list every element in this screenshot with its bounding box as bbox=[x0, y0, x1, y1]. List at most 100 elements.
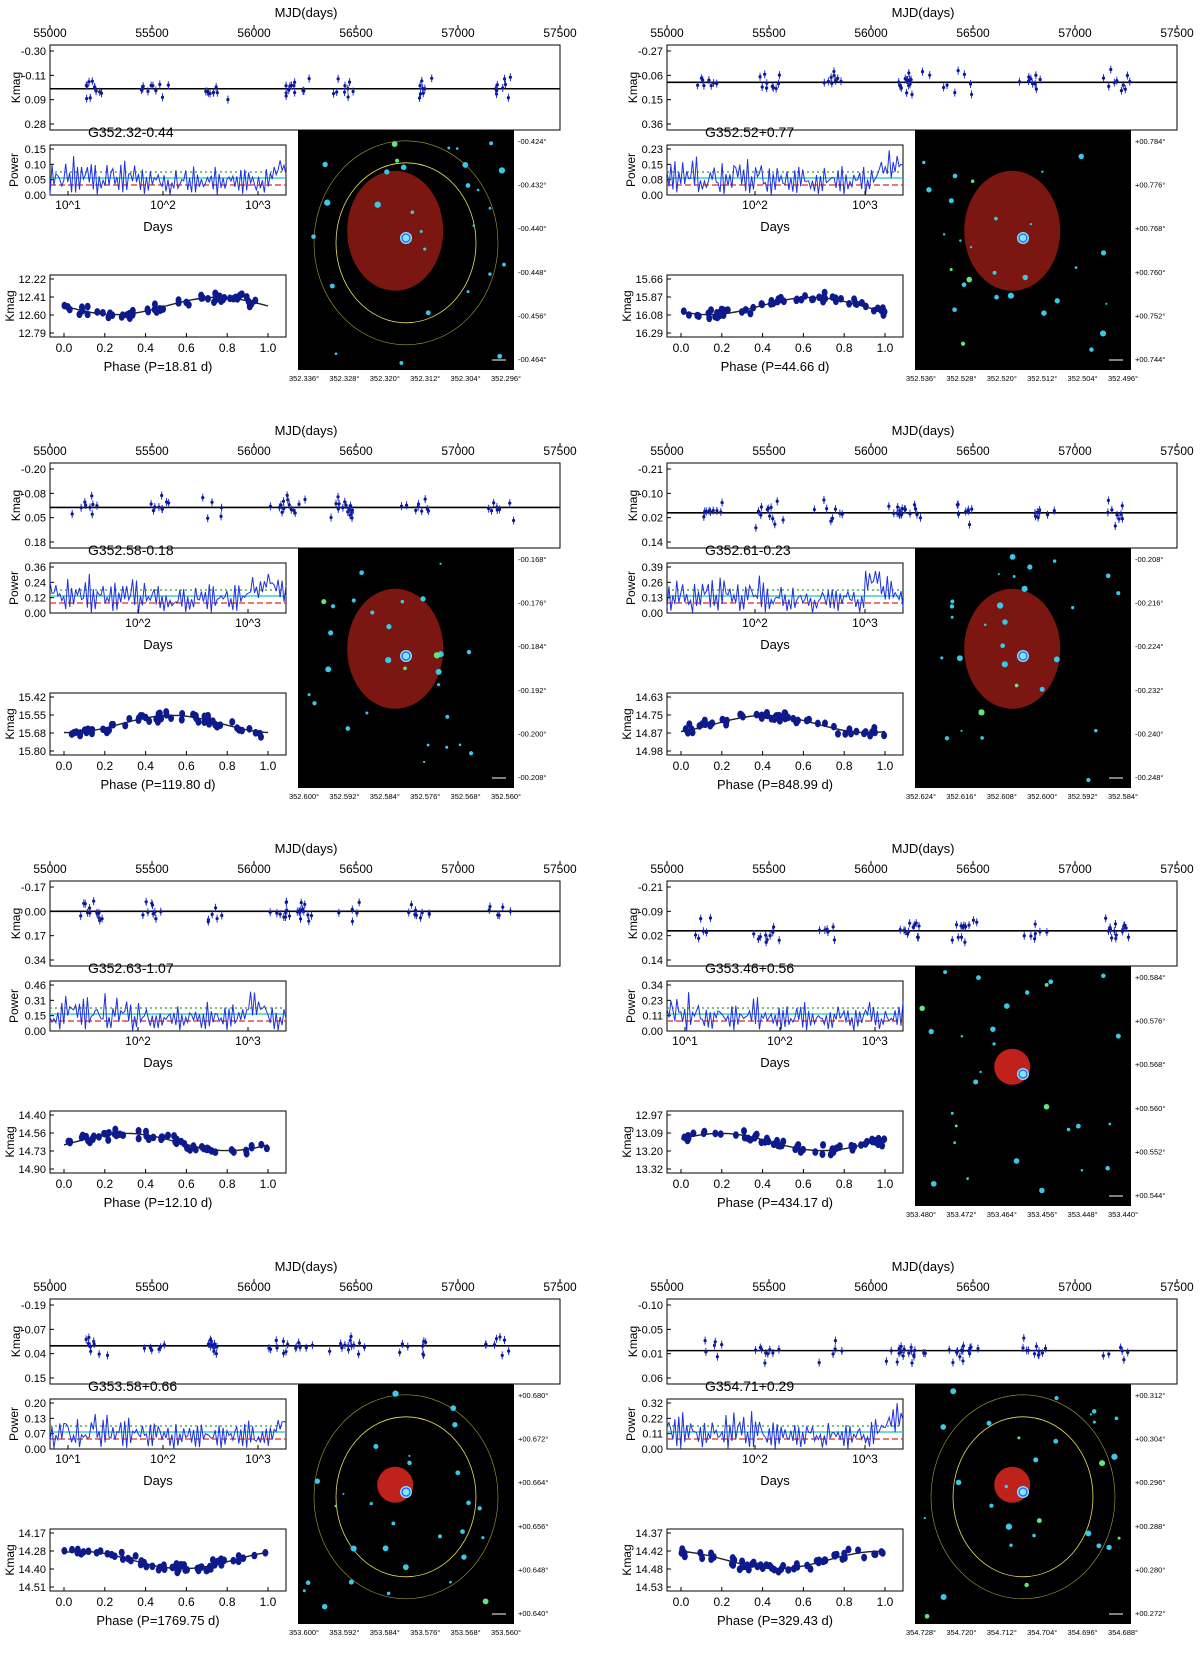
lightcurve-point bbox=[421, 91, 425, 95]
phase-tick-label: 0.4 bbox=[754, 759, 771, 773]
phase-point bbox=[702, 720, 709, 729]
phase-tick-label: 0.6 bbox=[795, 759, 812, 773]
phase-axis-label: Phase (P=12.10 d) bbox=[104, 1195, 213, 1210]
field-star bbox=[466, 1500, 471, 1506]
lightcurve-point bbox=[907, 71, 911, 75]
lightcurve-point bbox=[350, 1344, 354, 1348]
days-tick-label: 10^2 bbox=[742, 198, 768, 212]
lightcurve-point bbox=[832, 69, 836, 74]
mjd-tick-label: 56000 bbox=[237, 862, 271, 876]
power-axis-label: Power bbox=[624, 1407, 638, 1441]
phase-point bbox=[793, 295, 800, 304]
lightcurve-point bbox=[1101, 1354, 1105, 1358]
field-star bbox=[1106, 1544, 1112, 1551]
lightcurve-point bbox=[903, 929, 907, 933]
lightcurve-point bbox=[267, 1346, 271, 1350]
mjd-tick-label: 55000 bbox=[650, 862, 684, 876]
lightcurve-point bbox=[1033, 514, 1038, 518]
kmag-tick-label: 0.06 bbox=[642, 1373, 663, 1385]
lightcurve-point bbox=[298, 917, 303, 921]
lightcurve-point bbox=[1110, 936, 1114, 940]
field-star bbox=[1003, 1003, 1010, 1009]
phase-point bbox=[168, 714, 175, 722]
lightcurve-point bbox=[149, 502, 153, 506]
field-star bbox=[410, 210, 415, 214]
lightcurve-point bbox=[215, 1345, 219, 1349]
latitude-tick-label: +00.680° bbox=[518, 1391, 548, 1400]
target-marker bbox=[1018, 1069, 1028, 1079]
field-star bbox=[1043, 1103, 1050, 1110]
lightcurve-point bbox=[922, 1351, 926, 1355]
lightcurve-point bbox=[1124, 926, 1128, 930]
phase-point bbox=[812, 1148, 819, 1156]
field-star bbox=[1101, 973, 1106, 979]
phase-tick-label: 0.4 bbox=[137, 341, 154, 355]
lightcurve-point bbox=[774, 86, 778, 91]
field-star bbox=[960, 341, 966, 346]
lightcurve-point bbox=[1038, 930, 1042, 934]
phase-point bbox=[855, 1546, 862, 1555]
lightcurve-point bbox=[141, 913, 145, 917]
lightcurve-point bbox=[826, 79, 830, 84]
lightcurve-frame bbox=[49, 44, 561, 131]
field-star bbox=[924, 1614, 930, 1619]
lightcurve-point bbox=[357, 1341, 362, 1345]
power-tick-label: 0.12 bbox=[25, 593, 46, 605]
phase-point bbox=[821, 719, 828, 728]
phase-point bbox=[229, 718, 236, 726]
object-name: G352.32-0.44 bbox=[88, 124, 174, 140]
phase-point bbox=[820, 297, 827, 306]
phase-point bbox=[881, 1135, 888, 1144]
lightcurve-point bbox=[489, 509, 494, 513]
lightcurve-point bbox=[297, 909, 301, 913]
field-star bbox=[488, 272, 492, 276]
kmag-tick-label: -0.20 bbox=[21, 464, 46, 476]
latitude-tick-label: -00.224° bbox=[1135, 642, 1163, 651]
sky-image bbox=[915, 966, 1131, 1206]
field-star bbox=[370, 610, 375, 615]
power-tick-label: 0.11 bbox=[642, 1011, 663, 1023]
field-star bbox=[1033, 1457, 1039, 1463]
mjd-tick-label: 55000 bbox=[650, 1280, 684, 1294]
lightcurve-point bbox=[715, 509, 719, 513]
lightcurve-point bbox=[711, 508, 715, 513]
lightcurve-point bbox=[768, 1348, 772, 1352]
field-star bbox=[498, 167, 506, 174]
kmag-axis-label: Kmag bbox=[9, 72, 23, 103]
lightcurve-point bbox=[268, 504, 273, 508]
field-star bbox=[1005, 1523, 1013, 1530]
lightcurve-point bbox=[777, 73, 782, 77]
lightcurve-point bbox=[770, 84, 774, 89]
phase-point bbox=[820, 1141, 827, 1149]
field-star bbox=[1036, 1518, 1042, 1524]
field-star bbox=[983, 623, 987, 627]
mjd-axis-label: MJD(days) bbox=[275, 423, 338, 438]
phase-point bbox=[881, 731, 888, 740]
phase-point bbox=[759, 1564, 766, 1573]
mjd-tick-label: 57500 bbox=[543, 26, 577, 40]
lightcurve-point bbox=[418, 916, 423, 920]
field-star bbox=[321, 1603, 328, 1610]
days-axis-label: Days bbox=[143, 1055, 173, 1070]
field-star bbox=[452, 1422, 458, 1428]
field-star bbox=[342, 1492, 345, 1495]
phase-point bbox=[837, 294, 844, 303]
phase-tick-label: 0.6 bbox=[178, 341, 195, 355]
lightcurve-point bbox=[97, 1352, 101, 1356]
target-marker bbox=[401, 1487, 411, 1497]
phase-point bbox=[119, 1555, 126, 1563]
lightcurve-point bbox=[88, 911, 92, 915]
mjd-axis-label: MJD(days) bbox=[892, 841, 955, 856]
field-star bbox=[950, 1111, 954, 1115]
phase-point bbox=[764, 1137, 771, 1146]
field-star bbox=[986, 1420, 992, 1426]
longitude-tick-label: 352.600° bbox=[289, 792, 319, 801]
days-tick-label: 10^2 bbox=[742, 1452, 768, 1466]
lightcurve-point bbox=[297, 1341, 301, 1345]
field-star bbox=[465, 183, 471, 188]
phase-point bbox=[204, 294, 211, 303]
lightcurve-point bbox=[150, 901, 154, 905]
days-tick-label: 10^2 bbox=[767, 1034, 793, 1048]
field-star bbox=[385, 657, 392, 664]
